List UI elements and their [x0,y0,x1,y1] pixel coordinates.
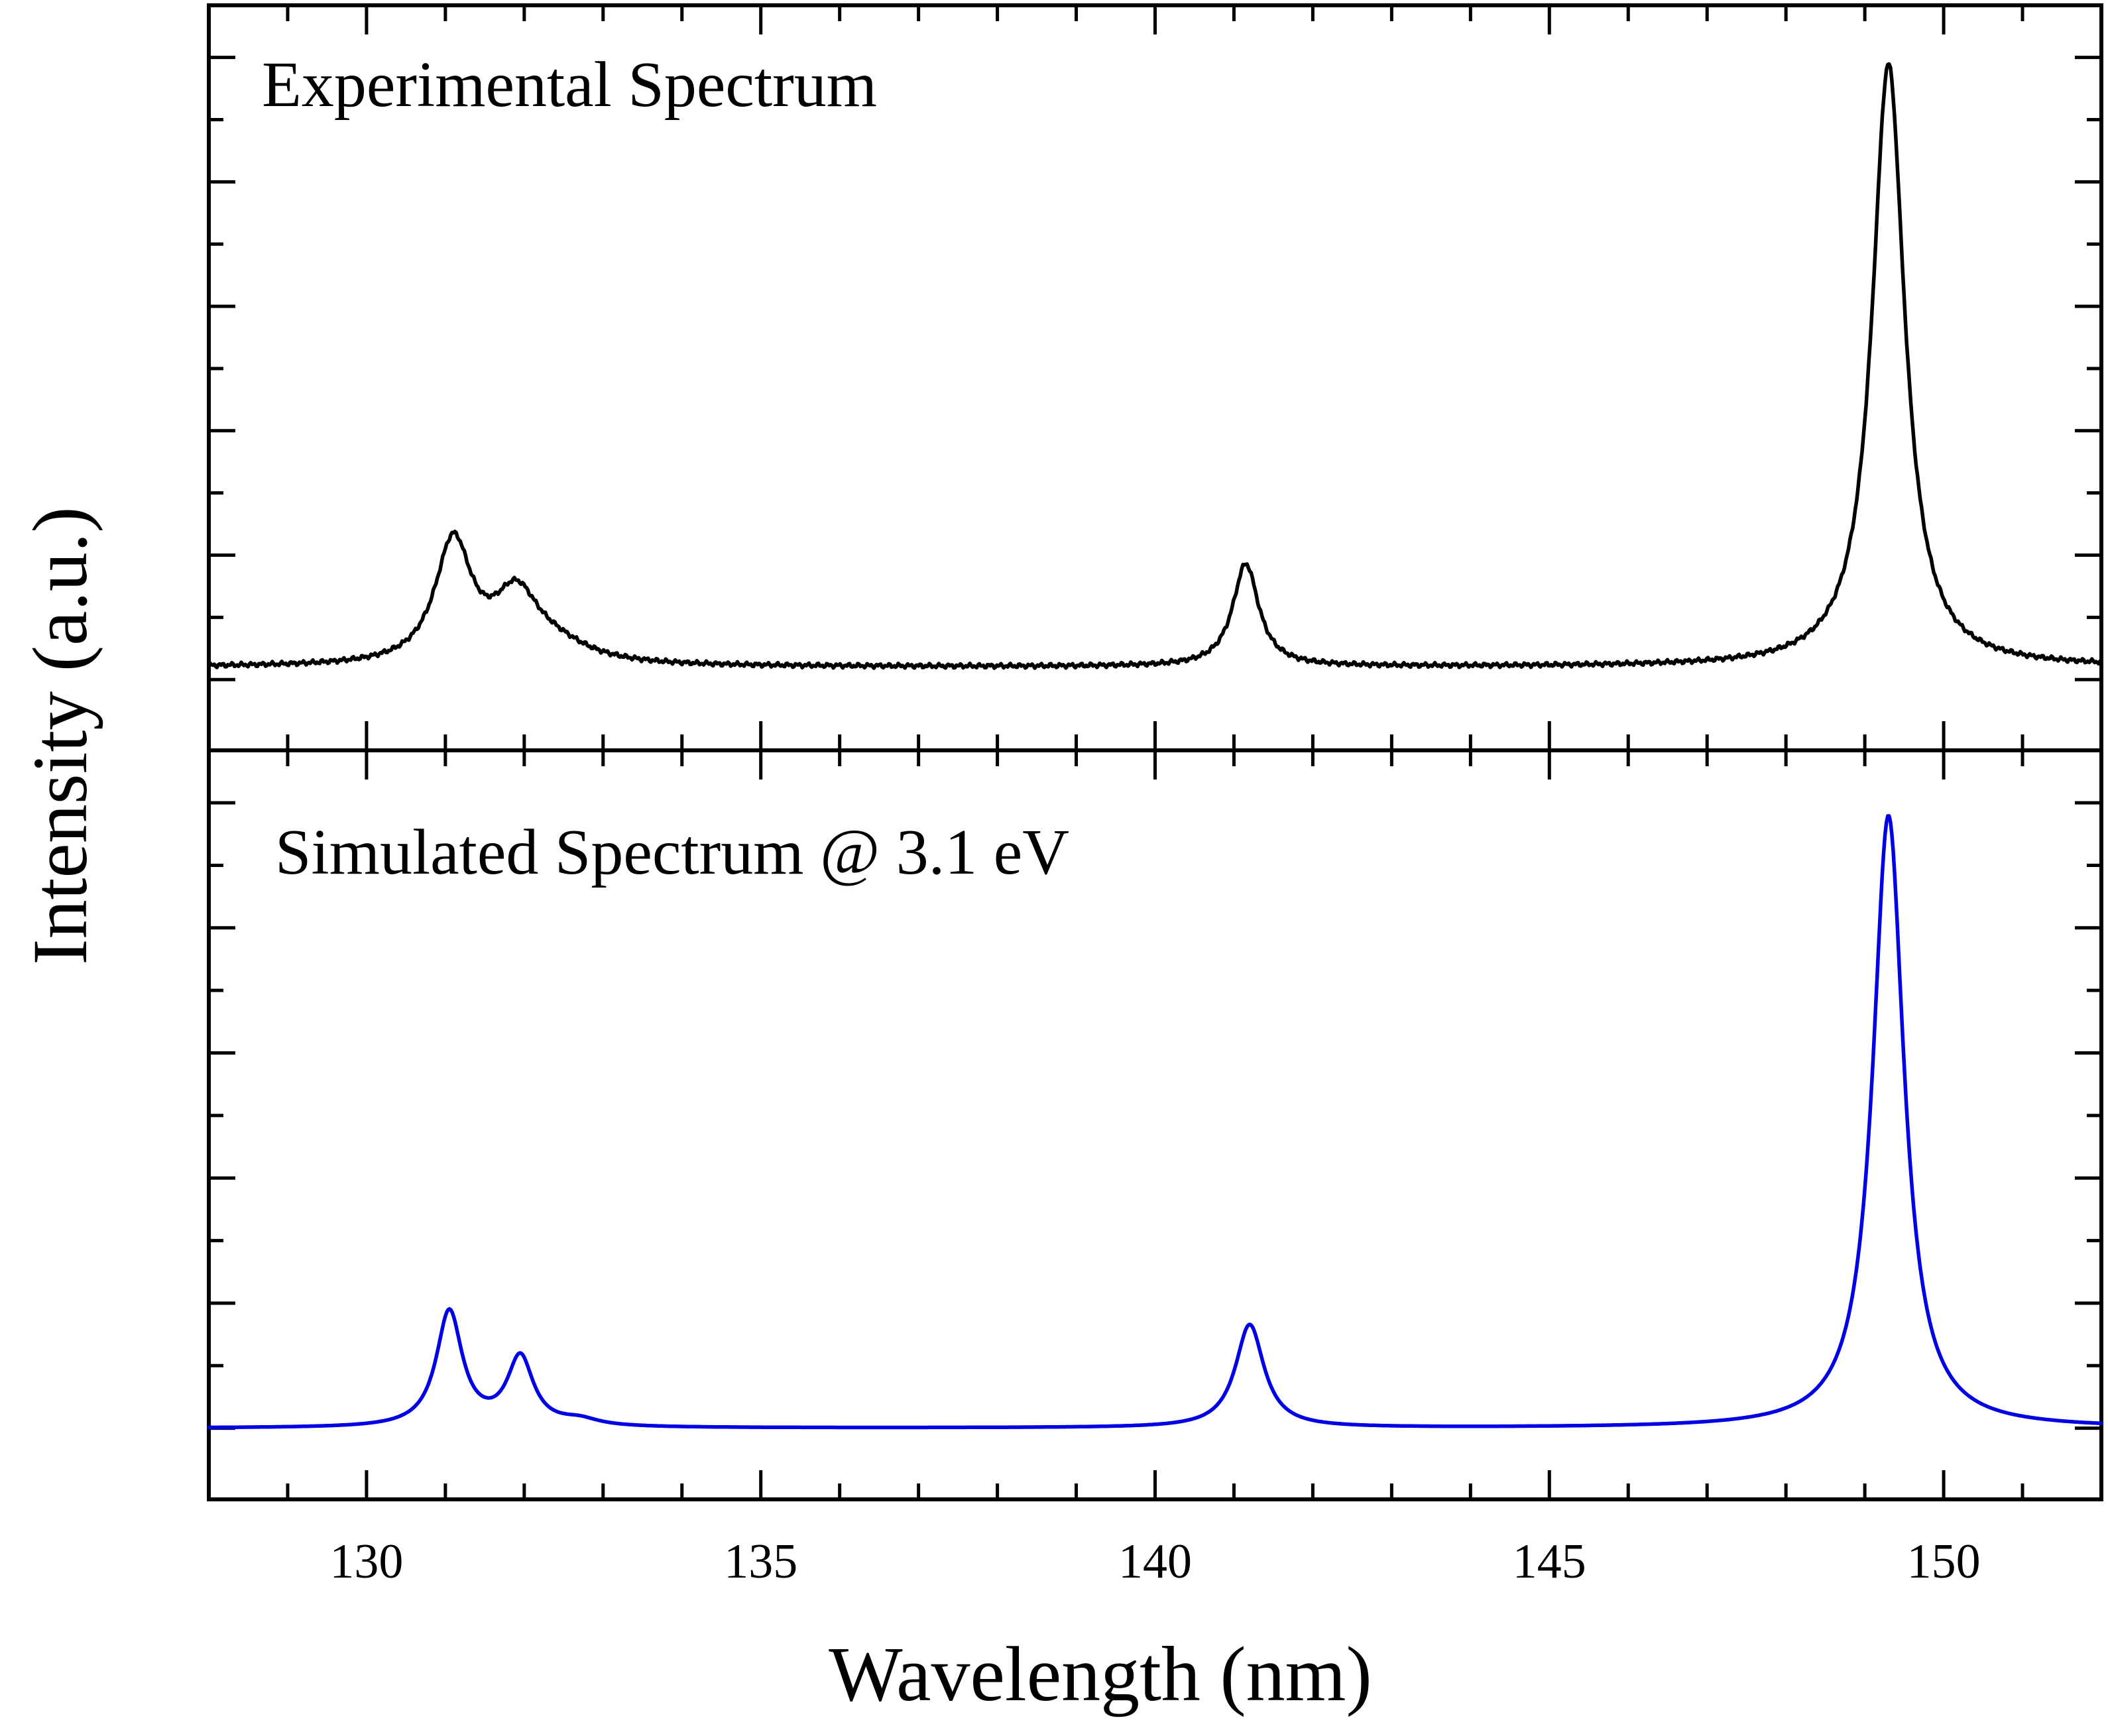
x-tick-label: 150 [1907,1534,1981,1589]
x-tick-label: 135 [724,1534,797,1589]
x-tick-label: 145 [1513,1534,1586,1589]
plot-layer: 130 135 140 145 150 [207,3,2103,1589]
y-axis-label: Intensity (a.u.) [17,506,103,964]
simulated-panel-title: Simulated Spectrum @ 3.1 eV [275,817,1069,888]
series-line-1-1 [207,62,2103,670]
experimental-panel-title: Experimental Spectrum [262,49,877,121]
series-line-2-1 [207,814,2103,1430]
x-tick-label: 140 [1118,1534,1192,1589]
x-axis-label: Wavelength (nm) [829,1631,1372,1717]
x-tick-label: 130 [329,1534,403,1589]
